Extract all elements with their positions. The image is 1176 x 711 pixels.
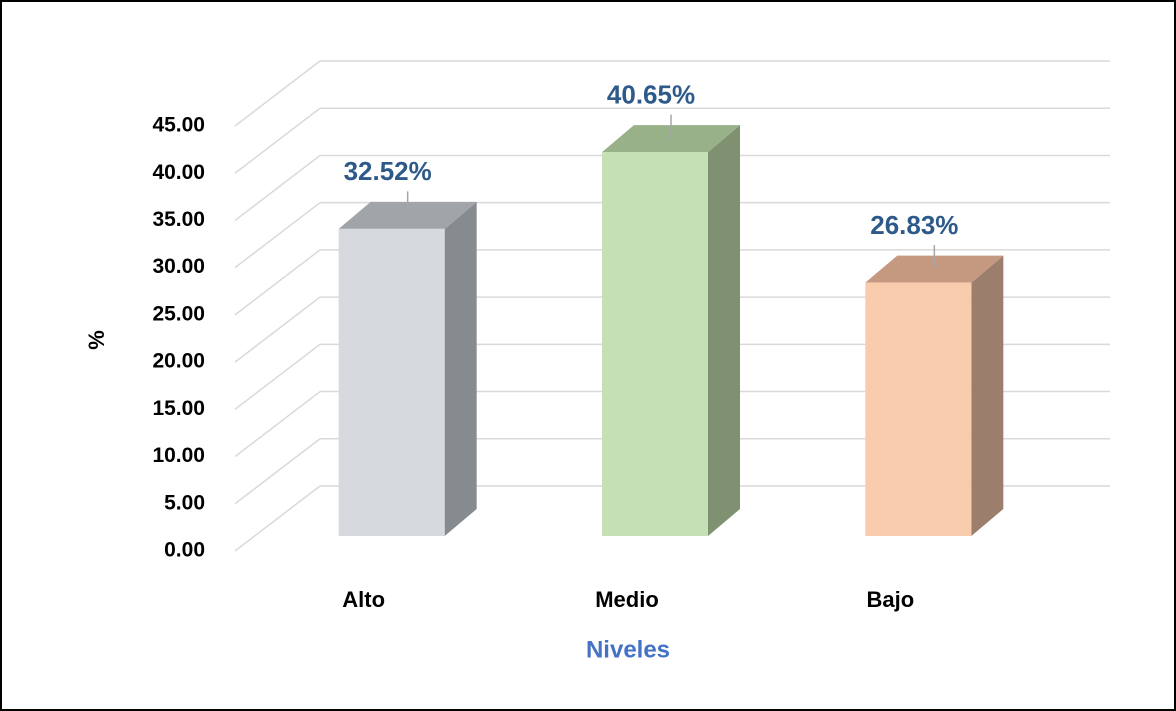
grid-line xyxy=(234,202,321,269)
bar-side xyxy=(971,255,1004,536)
y-axis-label: % xyxy=(84,330,109,350)
y-tick-label: 40.00 xyxy=(152,161,205,184)
bar xyxy=(338,228,445,536)
grid-line xyxy=(234,249,321,316)
grid-line xyxy=(234,154,321,222)
bar xyxy=(865,282,972,536)
grid-line xyxy=(234,343,321,410)
bar xyxy=(602,152,708,537)
grid-line xyxy=(234,390,321,458)
y-tick-label: 25.00 xyxy=(152,302,205,325)
grid-line xyxy=(234,107,321,174)
grid-line xyxy=(234,438,321,505)
y-tick-label: 45.00 xyxy=(152,114,205,137)
x-tick-label: Bajo xyxy=(866,587,914,612)
y-tick-label: 35.00 xyxy=(152,208,205,231)
y-tick-label: 20.00 xyxy=(152,350,205,373)
x-tick-label: Alto xyxy=(342,587,385,612)
y-tick-label: 30.00 xyxy=(152,255,205,278)
x-axis-label: Niveles xyxy=(586,636,670,663)
y-tick-label: 0.00 xyxy=(164,539,205,562)
grid-line xyxy=(234,485,321,552)
y-tick-label: 10.00 xyxy=(152,444,205,467)
x-tick-label: Medio xyxy=(595,587,659,612)
y-tick-label: 5.00 xyxy=(164,491,205,514)
bar-side xyxy=(708,125,740,536)
data-label: 40.65% xyxy=(607,79,695,109)
bar-side xyxy=(444,201,477,536)
data-label: 26.83% xyxy=(870,210,958,240)
grid-line xyxy=(234,60,321,127)
grid-line xyxy=(234,296,321,363)
y-tick-label: 15.00 xyxy=(152,397,205,420)
data-label: 32.52% xyxy=(344,156,432,186)
